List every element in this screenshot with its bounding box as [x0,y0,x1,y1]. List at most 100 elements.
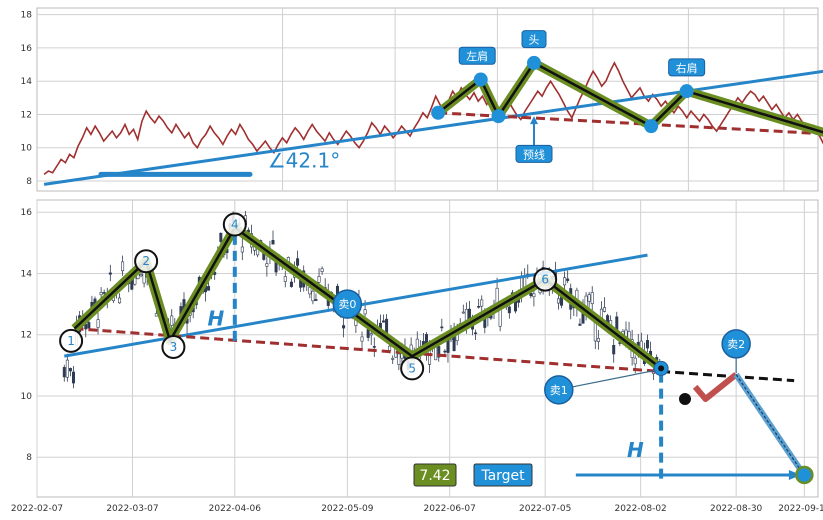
candle-body [372,346,376,348]
head-badge-label: 头 [529,34,540,47]
candle-body [219,232,223,242]
pattern-point-3: 3 [161,334,186,359]
pattern-point-circle [134,249,159,274]
candle-body [342,325,346,329]
pattern-point-2: 2 [134,249,159,274]
candle-body [446,339,450,353]
sell1-badge-label: 卖1 [550,384,568,397]
x-tick-label: 2022-03-07 [106,504,158,514]
candle-body [360,336,364,342]
candle-body [283,276,287,282]
candle-body [382,320,386,323]
bottom-panel: 8 10 12 14 16 2022-02-07 2022-03-07 2022-04-06 2… [11,199,823,514]
y-tick-label: 12 [21,331,32,341]
candle-body [99,292,103,296]
x-tick-label: 2022-07-05 [519,504,571,514]
candle-body [133,277,137,285]
candle-body [612,344,616,355]
head-badge-box [521,30,547,49]
candle-body [102,292,106,294]
sell0-badge-label: 卖0 [338,298,356,311]
candle-body [87,322,91,329]
forecast-badge-box [515,144,553,163]
target-value: 7.42 [419,468,450,484]
x-tick-label: 2022-06-07 [424,504,476,514]
candle-body [170,315,174,326]
y-tick-label: 16 [21,208,33,218]
candle-body [633,357,637,365]
sell1-badge: 卖1 [544,375,574,405]
x-tick-label: 2022-04-06 [209,504,262,514]
candle-body [507,306,511,314]
pattern-marker [431,105,446,120]
neckline [438,111,823,136]
candle-body [529,292,533,297]
candle-body [603,307,607,312]
candle-body [320,268,324,272]
red-projection [692,372,738,402]
candle-body [96,319,100,328]
y-tick-label: 10 [21,392,33,402]
candle-body [563,277,567,286]
candle-body [207,286,211,291]
y-tick-label: 12 [21,110,32,120]
y-tick-label: 8 [26,453,32,463]
pattern-point-number: 3 [170,340,178,354]
candle-body [121,261,125,272]
pattern-point-circle [400,356,425,381]
pattern-marker [644,119,659,134]
y-tick-label: 14 [21,269,33,279]
h-label-left: H [208,307,225,331]
pattern-point-4: 4 [222,212,247,237]
candle-body [308,287,312,295]
candle-body [265,263,269,267]
candle-body [578,323,582,326]
candle-body [397,353,401,365]
candle-body [498,309,502,327]
target-label-box [473,463,533,487]
pattern-point-number: 4 [231,217,239,231]
candle-body [596,338,600,342]
y-tick-label: 10 [21,144,33,154]
pattern-point-circle [222,212,247,237]
candle-body [388,345,392,352]
candle-body [645,340,649,349]
candle-body [84,324,88,330]
candle-body [461,311,465,314]
forecast-badge: 预线 [515,144,553,163]
candle-body [443,350,447,353]
x-tick-label: 2022-02-07 [11,504,63,514]
candle-body [437,346,441,358]
top-panel-frame [36,7,819,192]
x-tick-label: 2022-09-19 [778,504,823,514]
left-shoulder-badge: 左肩 [458,46,496,65]
candle-body [363,309,367,315]
candle-body [480,299,484,307]
forecast-arrow-head [530,116,538,125]
sell1-connector [572,369,656,388]
pattern-marker [491,109,506,124]
pattern-marker [527,55,541,70]
break-marker-core [658,365,665,372]
sell1-badge-circle [544,375,574,405]
candle-body [556,298,560,304]
head-badge: 头 [521,30,547,49]
y-tick-label: 8 [26,177,32,187]
x-tick-label: 2022-05-09 [321,504,374,514]
forecast-badge-label: 预线 [523,147,545,161]
pattern-point-number: 2 [142,254,150,268]
candle-body [118,297,122,304]
candle-body [65,359,69,378]
sell2-badge-label: 卖2 [727,338,745,351]
candle-body [271,239,275,245]
pattern-point-circle [533,267,558,292]
left-shoulder-badge-label: 左肩 [466,49,488,63]
candle-body [108,272,112,275]
target-value-box [413,463,457,487]
target-dot [795,465,814,485]
pattern-marker [473,72,488,87]
candle-body [366,329,370,338]
candle-body [71,371,75,384]
